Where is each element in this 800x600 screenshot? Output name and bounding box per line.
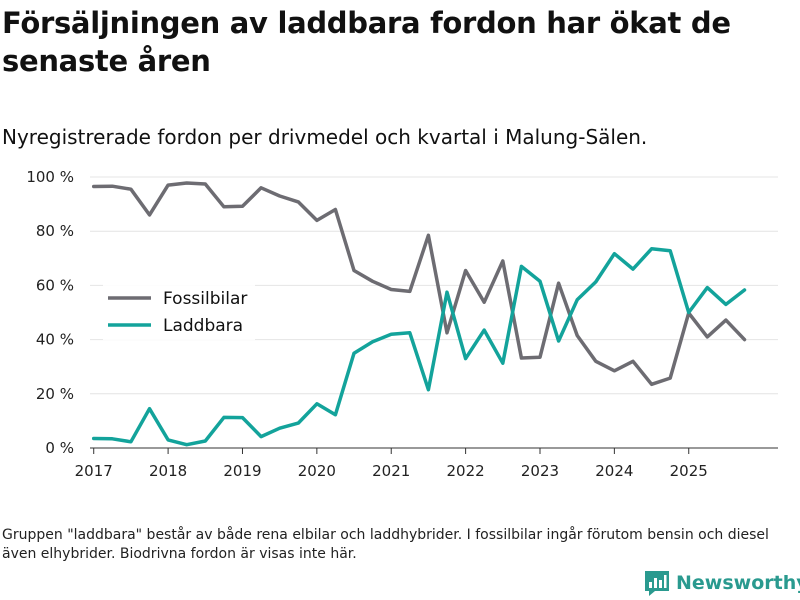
y-tick-label: 40 % bbox=[36, 331, 74, 349]
legend-label: Fossilbilar bbox=[163, 289, 247, 309]
x-tick-label: 2019 bbox=[223, 462, 261, 480]
chart-subtitle: Nyregistrerade fordon per drivmedel och … bbox=[2, 125, 648, 149]
x-tick-label: 2017 bbox=[75, 462, 113, 480]
y-tick-label: 60 % bbox=[36, 276, 74, 294]
x-tick-label: 2021 bbox=[372, 462, 410, 480]
brand-logo[interactable]: Newsworthy bbox=[644, 568, 800, 598]
y-tick-label: 80 % bbox=[36, 222, 74, 240]
x-tick-label: 2025 bbox=[670, 462, 708, 480]
chart-title: Försäljningen av laddbara fordon har öka… bbox=[2, 6, 731, 78]
line-chart: 0 % 20 % 40 % 60 % 80 % 100 % 2017 2018 2019 2020… bbox=[26, 168, 778, 480]
footnote: Gruppen "laddbara" består av både rena e… bbox=[2, 527, 769, 562]
newsworthy-logo-icon bbox=[645, 571, 669, 596]
series-line-fossilbilar bbox=[91, 181, 747, 387]
x-tick-label: 2020 bbox=[298, 462, 336, 480]
y-tick-label: 0 % bbox=[45, 439, 74, 457]
legend-label: Laddbara bbox=[163, 316, 243, 336]
series-line-laddbara bbox=[91, 247, 747, 447]
x-tick-label: 2022 bbox=[447, 462, 485, 480]
brand-name: Newsworthy bbox=[676, 572, 800, 594]
x-tick-label: 2024 bbox=[595, 462, 633, 480]
legend-background bbox=[103, 278, 255, 340]
y-tick-label: 20 % bbox=[36, 385, 74, 403]
x-tick-label: 2018 bbox=[149, 462, 187, 480]
x-tick-label: 2023 bbox=[521, 462, 559, 480]
y-tick-label: 100 % bbox=[26, 168, 74, 186]
